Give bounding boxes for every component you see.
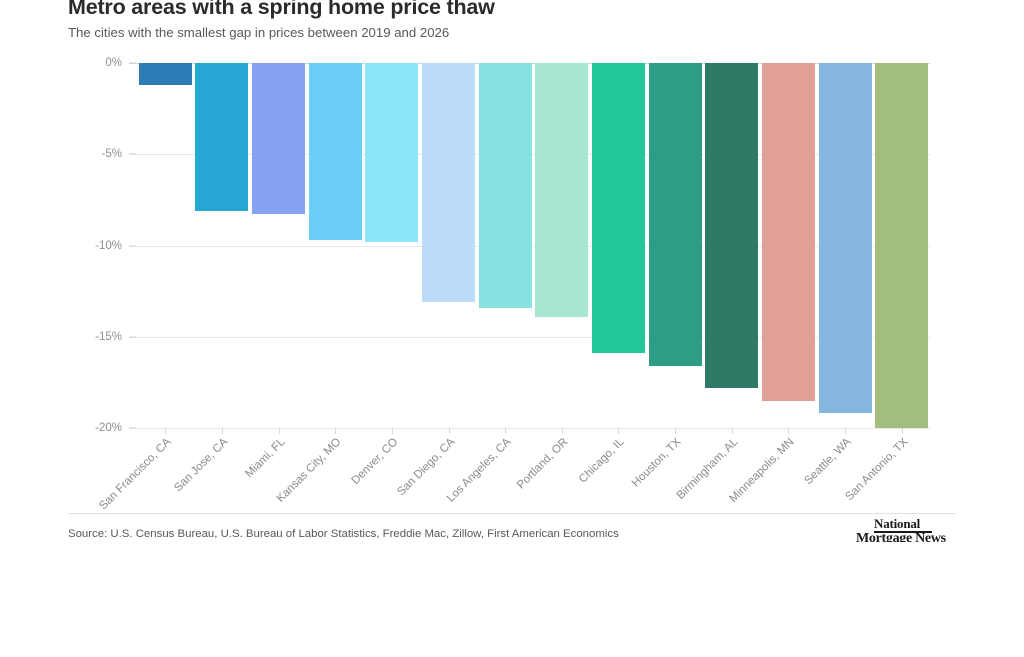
x-tick-mark xyxy=(221,428,223,434)
x-tick-mark xyxy=(788,428,790,434)
x-tick-label: San Antonio, TX xyxy=(843,436,911,504)
x-tick-label: San Jose, CA xyxy=(172,436,231,495)
bar[interactable] xyxy=(875,63,929,428)
bar[interactable] xyxy=(648,63,702,366)
source-note: Source: U.S. Census Bureau, U.S. Bureau … xyxy=(68,528,619,540)
x-tick-mark xyxy=(731,428,733,434)
y-tick-mark xyxy=(129,336,136,338)
gridline xyxy=(129,336,930,338)
chart-header: Metro areas with a spring home price tha… xyxy=(68,0,968,42)
x-axis: San Francisco, CA San Jose, CA Miami, FL Ka… xyxy=(98,428,910,512)
y-tick-label: -15% xyxy=(95,330,122,343)
x-tick-mark xyxy=(618,428,620,434)
brand-logo-line1: National xyxy=(874,516,921,531)
x-tick-mark xyxy=(391,428,393,434)
bar[interactable] xyxy=(195,63,249,211)
bar[interactable] xyxy=(422,63,475,303)
brand-logo-rule xyxy=(874,531,932,533)
x-tick-label: Minneapolis, MN xyxy=(727,436,797,506)
y-tick-label: -5% xyxy=(101,148,122,161)
bar[interactable] xyxy=(761,63,815,401)
x-tick-label: San Diego, CA xyxy=(394,436,458,499)
bar[interactable] xyxy=(535,63,589,317)
y-tick-mark xyxy=(129,62,136,64)
x-tick-mark xyxy=(845,428,847,434)
y-tick-mark xyxy=(129,427,136,429)
y-tick-mark xyxy=(129,153,136,155)
x-tick-label: Seattle, WA xyxy=(802,436,854,488)
x-tick-label: Kansas City, MO xyxy=(274,436,344,505)
brand-logo-line2: Mortgage News xyxy=(856,531,946,542)
x-tick-mark xyxy=(901,428,903,434)
bar[interactable] xyxy=(818,63,872,414)
plot-area xyxy=(129,63,930,429)
chart-subtitle: The cities with the smallest gap in pric… xyxy=(68,25,450,40)
x-tick-label: Chicago, IL xyxy=(577,436,627,486)
x-tick-mark xyxy=(561,428,563,434)
x-tick-label: Portland, OR xyxy=(514,436,571,492)
x-tick-mark xyxy=(675,428,677,434)
bar[interactable] xyxy=(591,63,645,354)
chart-title: Metro areas with a spring home price tha… xyxy=(68,0,495,19)
y-tick-label: 0% xyxy=(105,57,122,69)
x-tick-label: Houston, TX xyxy=(630,436,684,490)
gridline xyxy=(129,428,930,429)
x-tick-label: Denver, CO xyxy=(349,436,401,487)
plot-wrapper: 0% -5% -10% -15% -20% San Francisco, CA San J… xyxy=(95,57,930,512)
y-tick-label: -20% xyxy=(95,422,122,434)
y-axis: 0% -5% -10% -15% -20% xyxy=(95,57,136,434)
x-tick-mark xyxy=(448,428,450,434)
bar[interactable] xyxy=(138,63,192,85)
x-tick-label: Los Angeles, CA xyxy=(445,436,514,505)
x-tick-mark xyxy=(165,428,167,434)
footer-divider xyxy=(68,513,956,514)
x-tick-mark xyxy=(278,428,280,434)
x-tick-label: Miami, FL xyxy=(242,436,288,481)
x-tick-mark xyxy=(505,428,507,434)
bar[interactable] xyxy=(705,63,759,388)
chart-container: Metro areas with a spring home price tha… xyxy=(68,0,968,542)
brand-logo: National Mortgage News xyxy=(856,516,960,542)
bar[interactable] xyxy=(478,63,532,308)
bar[interactable] xyxy=(252,63,306,215)
bar[interactable] xyxy=(308,63,362,241)
y-tick-mark xyxy=(129,245,136,246)
bar[interactable] xyxy=(365,63,419,242)
y-tick-label: -10% xyxy=(95,239,122,252)
x-tick-label: Birmingham, AL xyxy=(674,436,741,502)
x-tick-mark xyxy=(335,428,337,434)
